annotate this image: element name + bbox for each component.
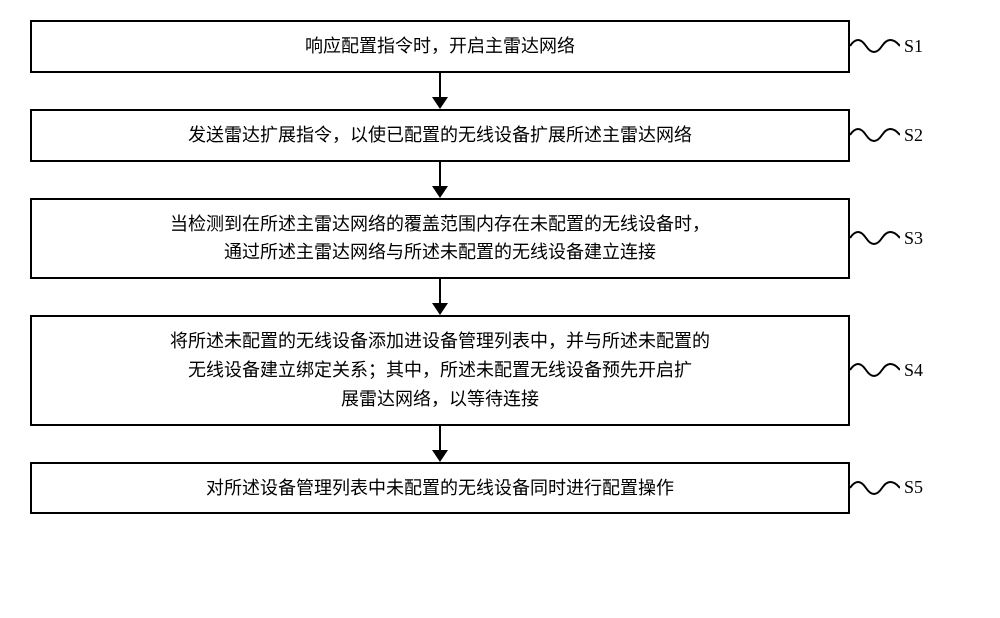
step-label-S1: S1 <box>900 36 923 57</box>
step-row-S4: 将所述未配置的无线设备添加进设备管理列表中，并与所述未配置的无线设备建立绑定关系… <box>30 315 970 425</box>
step-label-S2: S2 <box>900 125 923 146</box>
step-label-col: S2 <box>850 123 970 147</box>
step-label-col: S1 <box>850 34 970 58</box>
step-box-S4: 将所述未配置的无线设备添加进设备管理列表中，并与所述未配置的无线设备建立绑定关系… <box>30 315 850 425</box>
step-label-S4: S4 <box>900 360 923 381</box>
step-row-S1: 响应配置指令时，开启主雷达网络 S1 <box>30 20 970 73</box>
arrow-row <box>30 162 970 198</box>
step-text: 无线设备建立绑定关系；其中，所述未配置无线设备预先开启扩 <box>44 356 836 385</box>
step-label-S5: S5 <box>900 477 923 498</box>
step-box-S2: 发送雷达扩展指令，以使已配置的无线设备扩展所述主雷达网络 <box>30 109 850 162</box>
step-box-S5: 对所述设备管理列表中未配置的无线设备同时进行配置操作 <box>30 462 850 515</box>
step-row-S2: 发送雷达扩展指令，以使已配置的无线设备扩展所述主雷达网络 S2 <box>30 109 970 162</box>
arrow-down-icon <box>30 73 850 109</box>
arrow-row <box>30 426 970 462</box>
step-text: 对所述设备管理列表中未配置的无线设备同时进行配置操作 <box>44 474 836 503</box>
step-text: 当检测到在所述主雷达网络的覆盖范围内存在未配置的无线设备时， <box>44 210 836 239</box>
step-row-S5: 对所述设备管理列表中未配置的无线设备同时进行配置操作 S5 <box>30 462 970 515</box>
step-label-col: S4 <box>850 358 970 382</box>
step-text: 将所述未配置的无线设备添加进设备管理列表中，并与所述未配置的 <box>44 327 836 356</box>
step-text: 通过所述主雷达网络与所述未配置的无线设备建立连接 <box>44 238 836 267</box>
step-row-S3: 当检测到在所述主雷达网络的覆盖范围内存在未配置的无线设备时，通过所述主雷达网络与… <box>30 198 970 280</box>
step-text: 展雷达网络，以等待连接 <box>44 385 836 414</box>
step-label-S3: S3 <box>900 228 923 249</box>
arrow-down-icon <box>30 279 850 315</box>
flowchart-diagram: 响应配置指令时，开启主雷达网络 S1 发送雷达扩展指令，以使已配置的无线设备扩展所述… <box>30 20 970 514</box>
arrow-row <box>30 73 970 109</box>
arrow-row <box>30 279 970 315</box>
step-text: 响应配置指令时，开启主雷达网络 <box>44 32 836 61</box>
arrow-down-icon <box>30 162 850 198</box>
step-text: 发送雷达扩展指令，以使已配置的无线设备扩展所述主雷达网络 <box>44 121 836 150</box>
arrow-down-icon <box>30 426 850 462</box>
step-label-col: S3 <box>850 226 970 250</box>
step-box-S3: 当检测到在所述主雷达网络的覆盖范围内存在未配置的无线设备时，通过所述主雷达网络与… <box>30 198 850 280</box>
step-label-col: S5 <box>850 476 970 500</box>
step-box-S1: 响应配置指令时，开启主雷达网络 <box>30 20 850 73</box>
